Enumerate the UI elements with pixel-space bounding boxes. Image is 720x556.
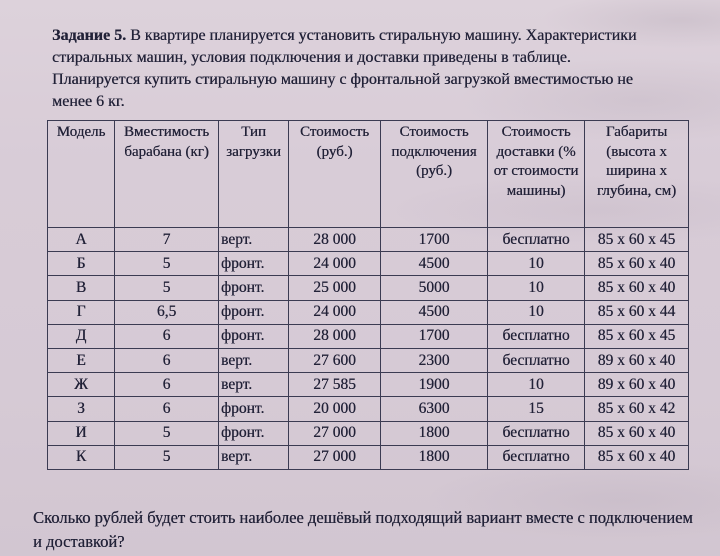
- table-cell: 5: [114, 444, 219, 470]
- column-header-price: Стоимость (руб.): [288, 120, 381, 228]
- table-cell: 5: [114, 420, 219, 446]
- column-header-load-type: Тип загрузки: [218, 120, 289, 228]
- table-row: Ж 6 верт. 27 585 1900 10 89 x 60 x 40: [47, 372, 689, 398]
- column-header-capacity: Вместимость барабана (кг): [114, 120, 219, 228]
- table-cell: бесплатно: [487, 226, 585, 253]
- table-cell: фронт.: [218, 251, 289, 277]
- table-cell: Б: [47, 251, 115, 277]
- table-header-row: Модель Вместимость барабана (кг) Тип заг…: [47, 120, 689, 228]
- table-row: И 5 фронт. 27 000 1800 бесплатно 85 x 60 x 40: [47, 420, 689, 446]
- table-cell: 85 x 60 x 45: [584, 226, 689, 253]
- table-cell: 15: [487, 396, 585, 422]
- table-cell: 27 000: [288, 444, 381, 470]
- table-row: З 6 фронт. 20 000 6300 15 85 x 60 x 42: [47, 396, 689, 422]
- table-cell: А: [47, 226, 115, 253]
- table-row: А 7 верт. 28 000 1700 бесплатно 85 x 60 x 45: [47, 226, 689, 253]
- table-cell: 5: [114, 251, 219, 277]
- table-cell: 85 x 60 x 40: [584, 275, 689, 301]
- table-cell: 1800: [380, 444, 488, 470]
- table-cell: 24 000: [288, 251, 381, 277]
- table-cell: 20 000: [288, 396, 381, 422]
- task-statement-text: В квартире планируется установить стирал…: [52, 27, 637, 110]
- table-cell: верт.: [218, 226, 289, 253]
- table-cell: бесплатно: [487, 420, 585, 446]
- table-cell: 6,5: [114, 299, 219, 325]
- table-row: Г 6,5 фронт. 24 000 4500 10 85 x 60 x 44: [47, 299, 689, 325]
- table-cell: 10: [487, 275, 585, 301]
- table-cell: 5000: [380, 275, 488, 301]
- table-cell: 85 x 60 x 42: [584, 396, 689, 422]
- table-cell: 1900: [380, 372, 488, 398]
- table-cell: Е: [47, 347, 115, 374]
- table-cell: бесплатно: [487, 323, 585, 349]
- table-row: В 5 фронт. 25 000 5000 10 85 x 60 x 40: [47, 275, 689, 301]
- table-cell: 89 x 60 x 40: [584, 347, 689, 374]
- table-cell: фронт.: [218, 323, 289, 349]
- table-cell: 24 000: [288, 299, 381, 325]
- washing-machines-table: Модель Вместимость барабана (кг) Тип заг…: [47, 120, 689, 470]
- table-cell: фронт.: [218, 299, 289, 325]
- table-cell: 85 x 60 x 40: [584, 251, 689, 277]
- table-cell: фронт.: [218, 275, 289, 301]
- column-header-model: Модель: [47, 120, 115, 228]
- table-cell: 27 000: [288, 420, 381, 446]
- table-cell: верт.: [218, 372, 289, 398]
- table-cell: 6: [114, 372, 219, 398]
- table-cell: 1700: [380, 323, 488, 349]
- table-cell: фронт.: [218, 396, 289, 422]
- table-row: Б 5 фронт. 24 000 4500 10 85 x 60 x 40: [47, 251, 689, 277]
- table-cell: Д: [47, 323, 115, 349]
- table-cell: верт.: [218, 444, 289, 470]
- table-cell: 85 x 60 x 40: [584, 420, 689, 446]
- task-number-label: Задание 5.: [52, 27, 127, 44]
- table-cell: 4500: [380, 299, 488, 325]
- table-cell: 85 x 60 x 40: [584, 444, 689, 470]
- table-cell: В: [47, 275, 115, 301]
- table-cell: Г: [47, 299, 115, 325]
- table-cell: 85 x 60 x 44: [584, 299, 689, 325]
- table-cell: 5: [114, 275, 219, 301]
- table-cell: 25 000: [288, 275, 381, 301]
- table-row: Е 6 верт. 27 600 2300 бесплатно 89 x 60 x 40: [47, 347, 689, 374]
- table-cell: 10: [487, 372, 585, 398]
- column-header-dimensions: Габариты (высота x ширина x глубина, см): [584, 120, 689, 228]
- table-row: К 5 верт. 27 000 1800 бесплатно 85 x 60 x 40: [47, 444, 689, 470]
- table-cell: бесплатно: [487, 444, 585, 470]
- table-cell: 4500: [380, 251, 488, 277]
- table-cell: верт.: [218, 347, 289, 374]
- table-cell: 1700: [380, 226, 488, 253]
- table-cell: 1800: [380, 420, 488, 446]
- table-cell: 89 x 60 x 40: [584, 372, 689, 398]
- table-cell: И: [47, 420, 115, 446]
- table-cell: З: [47, 396, 115, 422]
- table-cell: 28 000: [288, 226, 381, 253]
- table-cell: 27 585: [288, 372, 381, 398]
- table-cell: 6300: [380, 396, 488, 422]
- table-cell: фронт.: [218, 420, 289, 446]
- table-cell: 10: [487, 299, 585, 325]
- question-text: Сколько рублей будет стоить наиболее деш…: [33, 507, 693, 551]
- table-cell: 10: [487, 251, 585, 277]
- table-cell: 27 600: [288, 347, 381, 374]
- table-row: Д 6 фронт. 28 000 1700 бесплатно 85 x 60 x 45: [47, 323, 689, 349]
- table-cell: 6: [114, 396, 219, 422]
- table-cell: К: [47, 444, 115, 470]
- table-cell: бесплатно: [487, 347, 585, 374]
- table-cell: 28 000: [288, 323, 381, 349]
- table-cell: 6: [114, 347, 219, 374]
- table-body: А 7 верт. 28 000 1700 бесплатно 85 x 60 x 45 Б 5…: [47, 226, 689, 470]
- task-statement: Задание 5. В квартире планируется устано…: [52, 25, 658, 113]
- table-cell: 2300: [380, 347, 488, 374]
- column-header-connection: Стоимость подключения (руб.): [380, 120, 488, 228]
- column-header-delivery: Стоимость доставки (% от стоимости машин…: [487, 120, 585, 228]
- table-cell: 7: [114, 226, 219, 253]
- table-cell: Ж: [47, 372, 115, 398]
- table-cell: 6: [114, 323, 219, 349]
- table-header: Модель Вместимость барабана (кг) Тип заг…: [47, 120, 689, 228]
- table-cell: 85 x 60 x 45: [584, 323, 689, 349]
